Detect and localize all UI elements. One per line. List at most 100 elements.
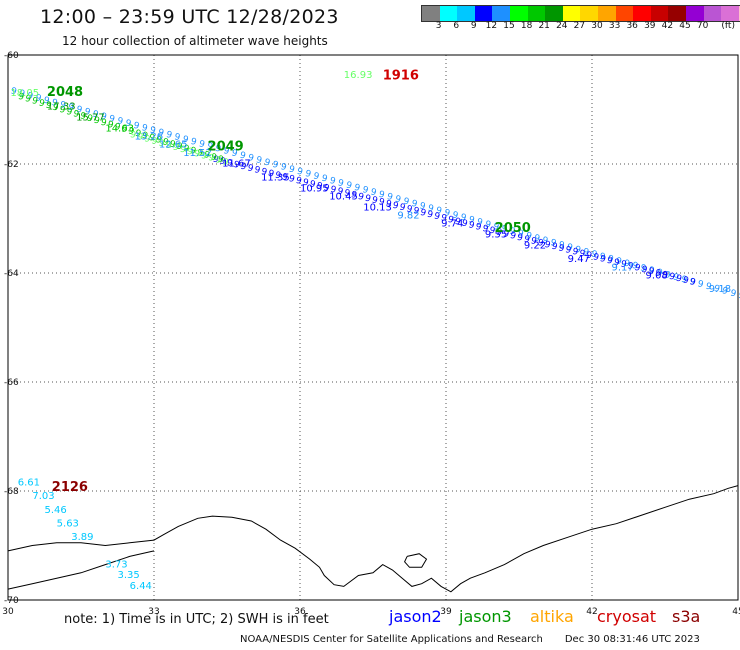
colorbar-label: 12 bbox=[485, 21, 498, 31]
swh-track-mark: 9 bbox=[566, 243, 574, 254]
swh-track-mark: 9 bbox=[433, 211, 441, 222]
colorbar-label: 30 bbox=[591, 21, 603, 31]
swh-track-mark: 9 bbox=[435, 206, 443, 217]
swh-track-mark: 9 bbox=[729, 288, 737, 299]
swh-track-mark: 9 bbox=[186, 147, 194, 158]
swh-track-mark: 9 bbox=[141, 131, 149, 142]
page-subtitle: 12 hour collection of altimeter wave hei… bbox=[62, 34, 328, 48]
swh-track-mark: 9 bbox=[418, 201, 426, 212]
swh-track-mark: 9 bbox=[24, 94, 32, 105]
time-label: 2048 bbox=[47, 85, 83, 100]
swh-track-mark: 9 bbox=[239, 162, 247, 173]
swh-label: 9.22 bbox=[524, 240, 546, 251]
swh-track-mark: 9 bbox=[148, 133, 156, 144]
swh-track-mark: 9 bbox=[279, 162, 287, 173]
swh-track-mark: 9 bbox=[664, 270, 672, 281]
colorbar-swatch bbox=[492, 6, 510, 21]
y-tick-label: -66 bbox=[4, 378, 19, 388]
swh-track-mark: 9 bbox=[91, 109, 99, 120]
x-tick-label: 42 bbox=[586, 607, 597, 617]
swh-track-mark: 9 bbox=[31, 96, 39, 107]
swh-track-mark: 9 bbox=[361, 185, 369, 196]
swh-track-mark: 9 bbox=[255, 155, 263, 166]
swh-track-mark: 9 bbox=[113, 122, 121, 133]
swh-label: 18.05 bbox=[10, 88, 39, 99]
swh-track-mark: 9 bbox=[232, 160, 240, 171]
swh-track-mark: 9 bbox=[288, 174, 296, 185]
swh-track-mark: 9 bbox=[51, 98, 59, 109]
swh-track-mark: 9 bbox=[288, 164, 296, 175]
legend-entry-altika: altika bbox=[530, 607, 574, 626]
swh-track-mark: 9 bbox=[221, 157, 229, 168]
swh-label: 5.46 bbox=[45, 505, 67, 516]
swh-track-mark: 9 bbox=[134, 129, 142, 140]
y-tick-label: -68 bbox=[4, 487, 19, 497]
swh-track-mark: 9 bbox=[179, 145, 187, 156]
y-tick-label: -64 bbox=[4, 269, 19, 279]
map-frame bbox=[7, 54, 739, 601]
swh-track-mark: 9 bbox=[168, 139, 176, 150]
swh-track-mark: 9 bbox=[108, 114, 116, 125]
colorbar-swatch bbox=[474, 6, 493, 21]
x-tick-label: 30 bbox=[2, 607, 14, 617]
swh-track-mark: 9 bbox=[100, 118, 108, 129]
swh-track-mark: 9 bbox=[281, 172, 289, 183]
swh-track-mark: 9 bbox=[619, 259, 627, 270]
swh-track-mark: 9 bbox=[517, 229, 525, 240]
swh-track-mark: 9 bbox=[260, 167, 268, 178]
swh-track-mark: 9 bbox=[384, 199, 392, 210]
legend-entry-s3a: s3a bbox=[672, 607, 701, 626]
swh-track-mark: 9 bbox=[58, 105, 66, 116]
swh-track-mark: 9 bbox=[353, 183, 361, 194]
swh-track-mark: 9 bbox=[210, 152, 218, 163]
swh-track-mark: 9 bbox=[106, 120, 114, 131]
swh-track-mark: 9 bbox=[337, 178, 345, 189]
swh-label: 11.52 bbox=[183, 148, 212, 159]
swh-track-mark: 9 bbox=[155, 135, 163, 146]
swh-track-mark: 9 bbox=[10, 86, 18, 97]
swh-track-mark: 9 bbox=[18, 89, 26, 100]
colorbar-label: (ft) bbox=[721, 21, 735, 31]
swh-label: 9.18 bbox=[709, 284, 731, 295]
swh-track-mark: 9 bbox=[443, 208, 451, 219]
colorbar-label: 45 bbox=[679, 21, 691, 31]
swh-track-mark: 9 bbox=[239, 151, 247, 162]
swh-label: 3.89 bbox=[71, 532, 93, 543]
colorbar-label: 27 bbox=[573, 21, 586, 31]
swh-track-mark: 9 bbox=[296, 167, 304, 178]
colorbar-swatch bbox=[439, 6, 458, 21]
y-tick-label: -62 bbox=[4, 160, 19, 170]
swh-track-mark: 9 bbox=[523, 234, 531, 245]
swh-label: 15.77 bbox=[76, 112, 105, 123]
swh-track-mark: 9 bbox=[196, 148, 204, 159]
swh-track-mark: 9 bbox=[364, 194, 372, 205]
swh-track-mark: 9 bbox=[394, 194, 402, 205]
swh-track-mark: 9 bbox=[654, 268, 662, 279]
colorbar-label: 24 bbox=[556, 21, 568, 31]
swh-track-mark: 9 bbox=[549, 238, 557, 249]
swh-track-mark: 9 bbox=[398, 202, 406, 213]
swh-track-mark: 9 bbox=[613, 258, 621, 269]
colorbar-swatch bbox=[457, 6, 475, 21]
swh-track-mark: 9 bbox=[336, 186, 344, 197]
swh-label: 9.82 bbox=[397, 211, 419, 222]
swh-track-mark: 9 bbox=[592, 252, 600, 263]
swh-track-mark: 9 bbox=[668, 272, 676, 283]
page-title: 12:00 – 23:59 UTC 12/28/2023 bbox=[40, 6, 339, 28]
swh-track-mark: 9 bbox=[350, 190, 358, 201]
swh-track-mark: 9 bbox=[79, 111, 87, 122]
swh-track-mark: 9 bbox=[172, 143, 180, 154]
swh-track-mark: 9 bbox=[34, 93, 42, 104]
time-label: 2126 bbox=[52, 480, 88, 495]
colorbar-swatch bbox=[738, 6, 740, 21]
swh-track-mark: 9 bbox=[343, 188, 351, 199]
colorbar-swatch bbox=[685, 6, 704, 21]
swh-track-mark: 9 bbox=[357, 192, 365, 203]
swh-track-mark: 9 bbox=[214, 155, 222, 166]
colorbar-swatch bbox=[668, 6, 686, 21]
swh-track-mark: 9 bbox=[17, 92, 25, 103]
swh-track-mark: 9 bbox=[386, 192, 394, 203]
swh-track-mark: 9 bbox=[246, 163, 254, 174]
swh-track-mark: 9 bbox=[378, 190, 386, 201]
